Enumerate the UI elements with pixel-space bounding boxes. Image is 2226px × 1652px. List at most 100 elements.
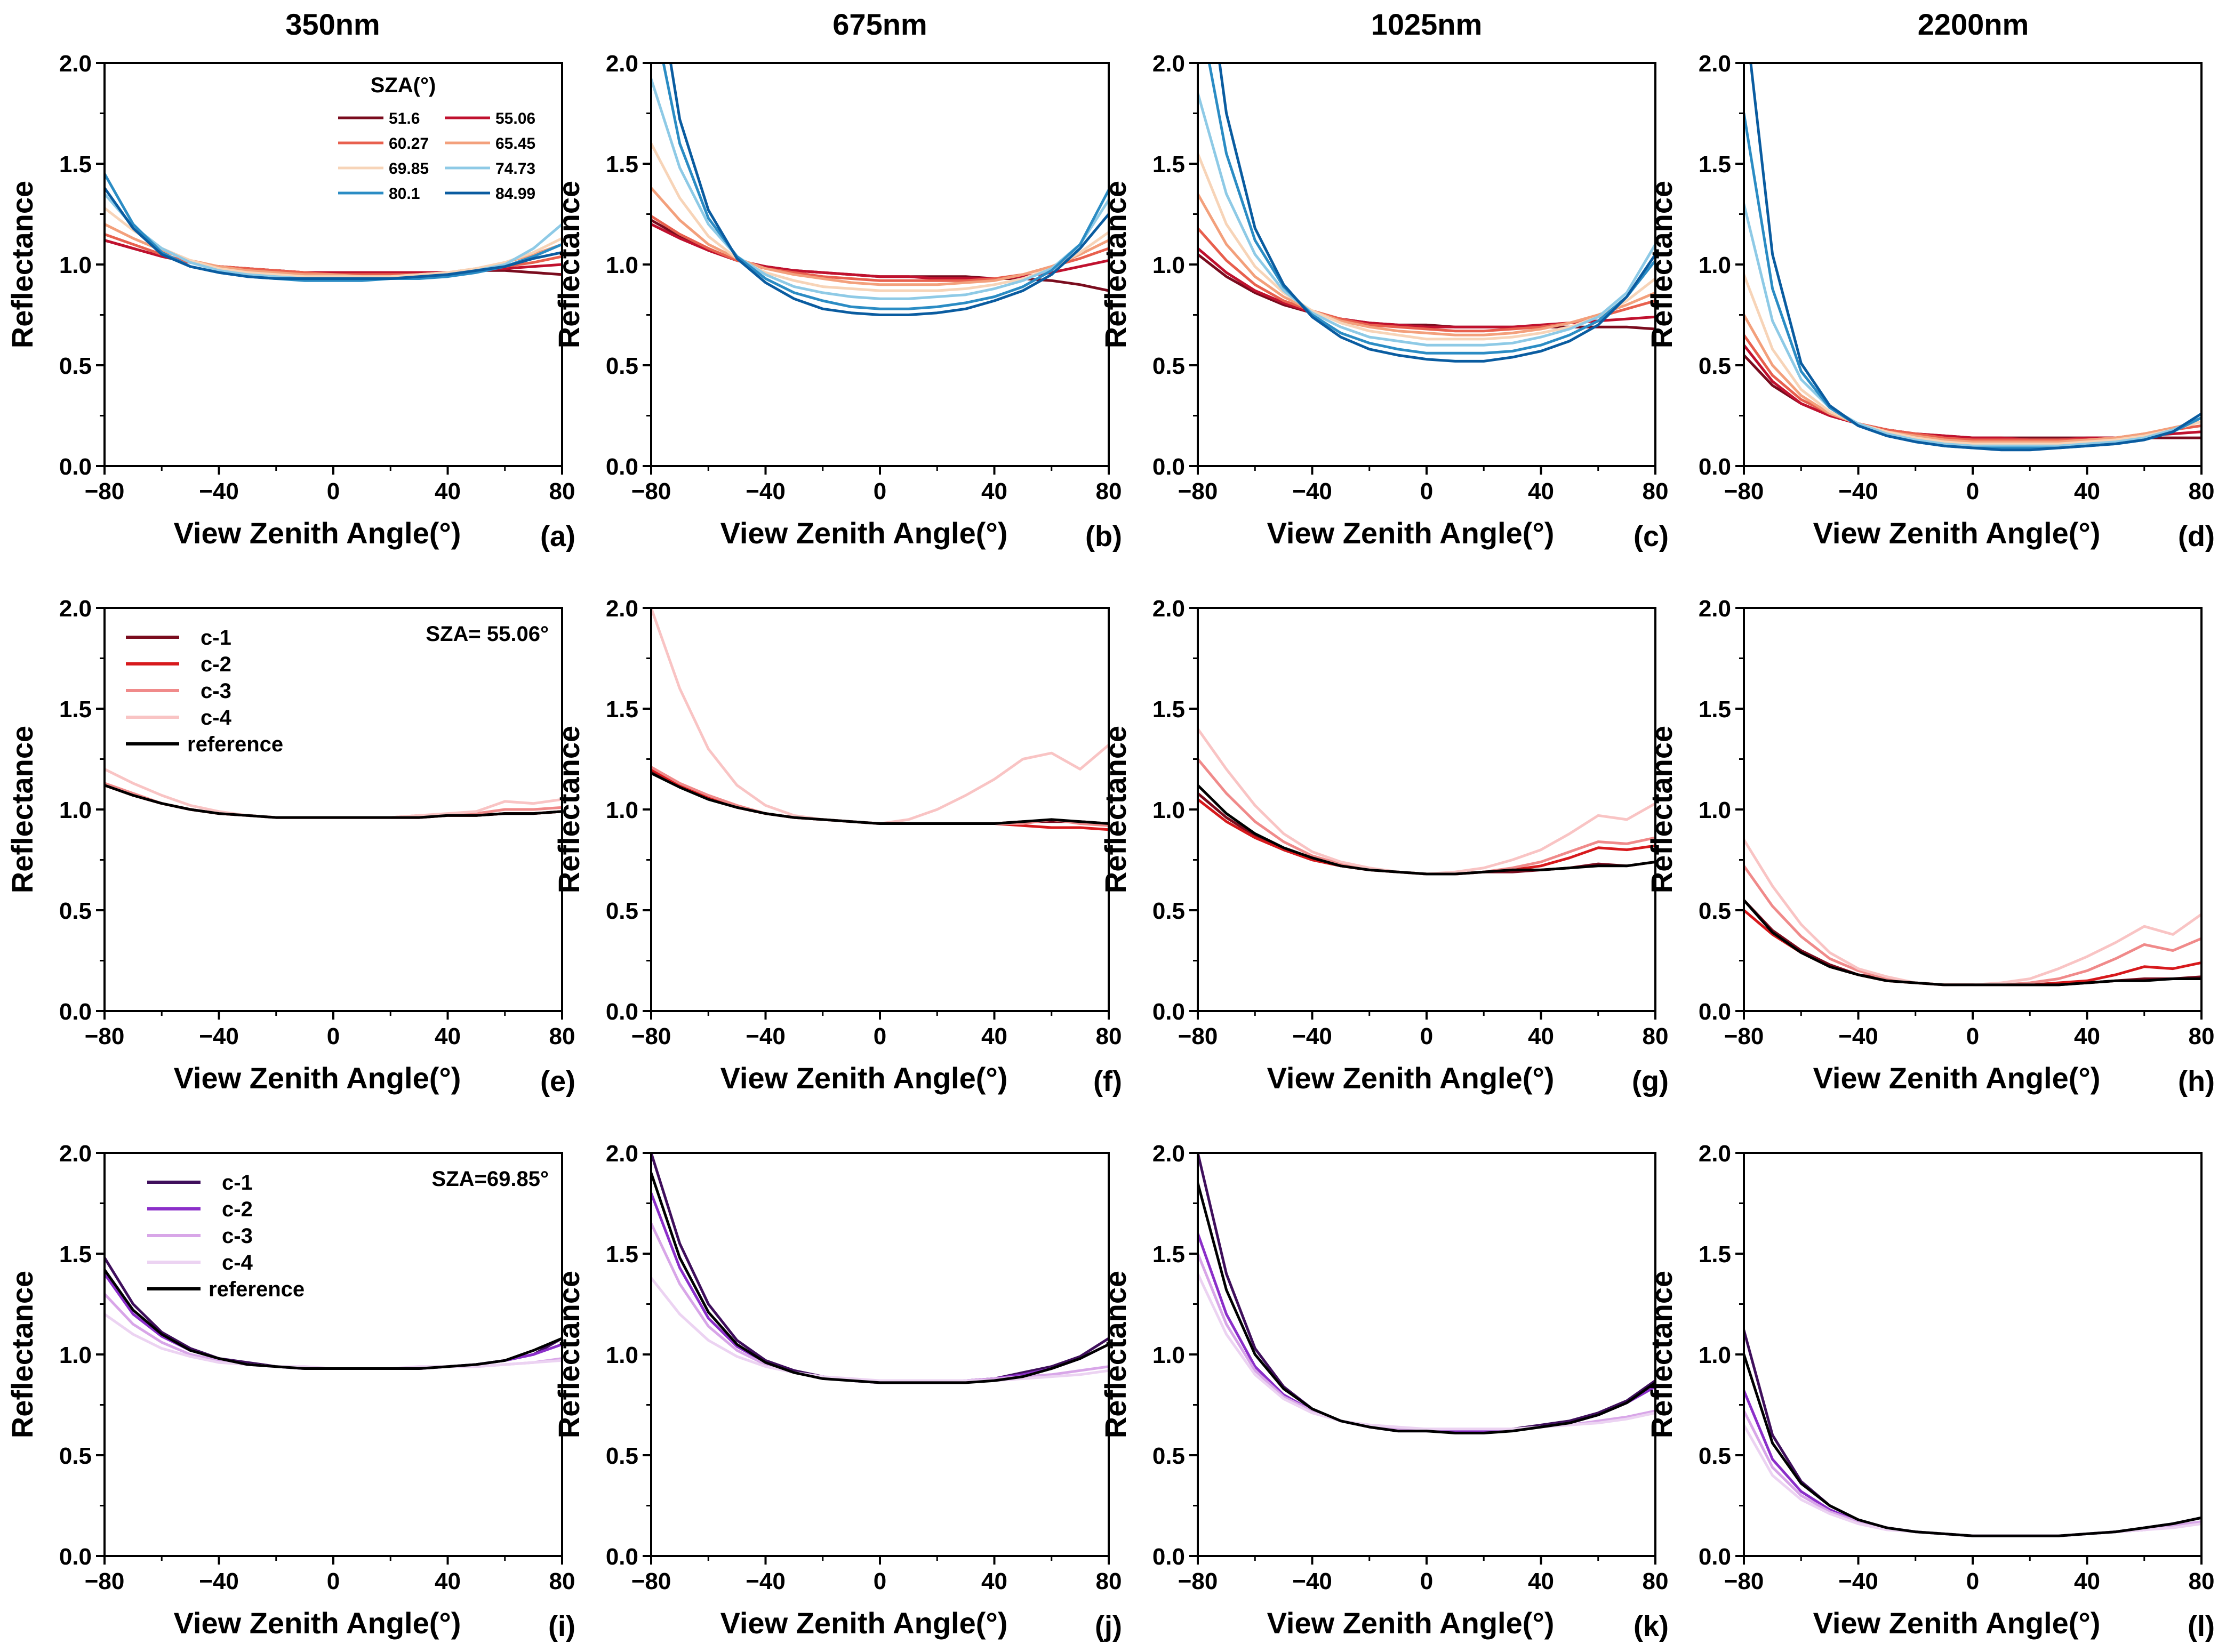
series-line-84-99 xyxy=(1749,63,2201,452)
series-group xyxy=(105,172,562,282)
x-axis-label: View Zenith Angle(°) xyxy=(1267,1606,1555,1640)
column-title-675nm: 675nm xyxy=(832,7,927,41)
y-axis-label: Reflectance xyxy=(5,726,39,893)
legend-entry: c-1 xyxy=(222,1171,253,1194)
panel: −80 −40 0 40 80 0.0 0.5 1.0 1.5 2.0 View Zenith An… xyxy=(552,1141,1122,1642)
panel-label: (l) xyxy=(2188,1610,2215,1642)
series-line-84-99 xyxy=(669,63,1109,316)
series-line-65-45 xyxy=(1744,314,2201,444)
plot-frame xyxy=(650,62,1110,467)
x-tick-label: 40 xyxy=(981,1023,1007,1049)
plot-frame xyxy=(650,607,1110,1012)
y-tick-label: 0.5 xyxy=(59,1443,92,1469)
x-tick-label: −40 xyxy=(1292,1023,1332,1049)
y-axis-label: Reflectance xyxy=(1645,726,1678,893)
x-tick-label: 80 xyxy=(549,1568,575,1594)
column-title-350nm: 350nm xyxy=(285,7,380,41)
series-line-80-1 xyxy=(1207,63,1655,355)
x-tick-label: 40 xyxy=(2074,1023,2100,1049)
x-tick-label: −40 xyxy=(199,1023,239,1049)
y-tick-label: 1.0 xyxy=(606,797,638,823)
y-axis-label: Reflectance xyxy=(5,181,39,348)
x-tick-label: 0 xyxy=(1420,1023,1433,1049)
x-tick-label: 80 xyxy=(1643,478,1669,504)
x-tick-label: 0 xyxy=(1420,1568,1433,1594)
legend-entry: 74.73 xyxy=(495,160,535,178)
y-axis-label: Reflectance xyxy=(1099,726,1132,893)
series-group xyxy=(1744,1329,2201,1537)
y-tick-label: 0.5 xyxy=(1152,353,1185,379)
x-tick-label: −80 xyxy=(1724,1023,1764,1049)
legend-title: SZA(°) xyxy=(371,74,436,97)
legend-entry: 51.6 xyxy=(389,110,420,127)
x-tick-label: 40 xyxy=(1528,478,1554,504)
series-line-c-2 xyxy=(1198,1232,1655,1433)
column-title-1025nm: 1025nm xyxy=(1371,7,1483,41)
y-tick-label: 1.5 xyxy=(59,151,92,178)
x-tick-label: −80 xyxy=(631,1023,671,1049)
y-tick-label: 2.0 xyxy=(1152,51,1185,77)
series-line-51-6 xyxy=(1198,253,1655,331)
x-tick-label: 80 xyxy=(1096,478,1122,504)
y-tick-label: 0.0 xyxy=(1152,999,1185,1025)
plot-frame xyxy=(1197,1152,1656,1557)
y-tick-label: 0.5 xyxy=(606,898,638,924)
x-tick-label: 80 xyxy=(549,478,575,504)
series-line-c-2 xyxy=(105,784,562,819)
panel: −80 −40 0 40 80 0.0 0.5 1.0 1.5 2.0 View Zenith An… xyxy=(1645,596,2215,1097)
y-tick-label: 0.5 xyxy=(1699,898,1731,924)
y-tick-label: 0.0 xyxy=(59,999,92,1025)
y-tick-label: 0.5 xyxy=(1699,1443,1731,1469)
y-tick-label: 2.0 xyxy=(1152,1141,1185,1167)
series-line-69-85 xyxy=(1744,273,2201,445)
plot-frame xyxy=(1197,62,1656,467)
panel-label: (a) xyxy=(540,520,575,552)
series-line-c-4 xyxy=(1744,838,2201,987)
plot-frame xyxy=(1197,607,1656,1012)
series-group xyxy=(105,1256,562,1370)
x-axis-label: View Zenith Angle(°) xyxy=(720,1061,1008,1095)
y-tick-label: 0.5 xyxy=(606,1443,638,1469)
y-tick-label: 2.0 xyxy=(1699,1141,1731,1167)
x-tick-label: −80 xyxy=(1724,478,1764,504)
series-group xyxy=(651,63,1109,316)
y-tick-label: 0.0 xyxy=(1699,999,1731,1025)
series-line-reference xyxy=(1198,1182,1655,1434)
x-tick-label: −40 xyxy=(1838,478,1878,504)
legend-entry: 69.85 xyxy=(389,160,429,178)
panel: −80 −40 0 40 80 0.0 0.5 1.0 1.5 2.0 View Zenith An… xyxy=(1099,596,1669,1097)
y-tick-label: 0.0 xyxy=(1152,454,1185,480)
panel-label: (f) xyxy=(1093,1065,1122,1097)
x-tick-label: 0 xyxy=(327,478,340,504)
series-line-c-2 xyxy=(651,1192,1109,1384)
series-line-74-73 xyxy=(1744,203,2201,447)
series-line-84-99 xyxy=(1218,63,1655,363)
y-tick-label: 0.5 xyxy=(59,898,92,924)
x-axis-label: View Zenith Angle(°) xyxy=(1813,516,2101,550)
x-tick-label: −40 xyxy=(1838,1023,1878,1049)
y-tick-label: 0.5 xyxy=(1152,1443,1185,1469)
series-line-c-1 xyxy=(105,784,562,819)
y-tick-label: 0.0 xyxy=(606,454,638,480)
x-tick-label: 80 xyxy=(1096,1568,1122,1594)
legend-entry: c-1 xyxy=(201,626,231,649)
y-tick-label: 2.0 xyxy=(606,596,638,622)
series-line-reference xyxy=(1744,1353,2201,1537)
y-tick-label: 1.0 xyxy=(1152,797,1185,823)
y-tick-label: 2.0 xyxy=(1699,51,1731,77)
x-tick-label: −40 xyxy=(199,1568,239,1594)
x-tick-label: −80 xyxy=(85,1023,125,1049)
legend-entry: c-2 xyxy=(222,1198,253,1221)
panel-label: (i) xyxy=(548,1610,575,1642)
y-tick-label: 1.0 xyxy=(606,1342,638,1368)
y-tick-label: 2.0 xyxy=(1152,596,1185,622)
series-line-51-6 xyxy=(1744,354,2201,439)
panel-label: (b) xyxy=(1085,520,1122,552)
series-line-c-4 xyxy=(1198,1272,1655,1431)
panel: −80 −40 0 40 80 0.0 0.5 1.0 1.5 2.0 View Zenith An… xyxy=(552,51,1122,552)
x-tick-label: −80 xyxy=(631,1568,671,1594)
plot-frame xyxy=(650,1152,1110,1557)
y-tick-label: 0.0 xyxy=(1699,1544,1731,1570)
x-axis-label: View Zenith Angle(°) xyxy=(174,516,461,550)
